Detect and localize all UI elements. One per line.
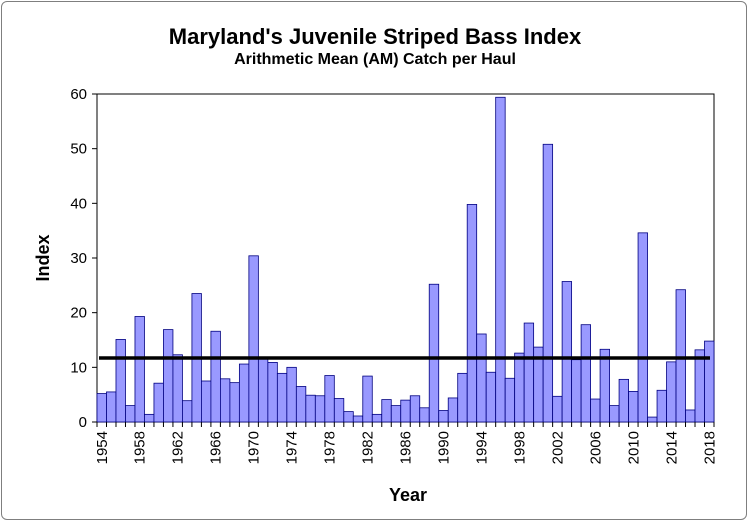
bar-1963 (182, 400, 193, 423)
y-tick-label: 30 (70, 250, 87, 267)
bar-2015 (675, 289, 686, 423)
bar-2006 (590, 398, 601, 423)
y-tick-label: 20 (70, 305, 87, 322)
bar-1958 (134, 316, 145, 423)
bar-1972 (267, 362, 278, 423)
bar-1986 (400, 399, 411, 423)
x-tick-label: 1994 (473, 431, 490, 464)
x-axis-label: Year (389, 485, 427, 505)
bar-1995 (485, 371, 497, 423)
bar-1971 (257, 358, 269, 423)
bar-1980 (343, 411, 354, 423)
bar-1987 (409, 395, 421, 423)
bar-2009 (618, 378, 629, 423)
bar-1979 (333, 398, 345, 423)
bar-2012 (647, 416, 658, 423)
bar-2008 (609, 405, 620, 423)
x-tick-label: 1974 (284, 431, 301, 464)
bar-1990 (438, 410, 449, 423)
bar-1968 (229, 382, 240, 423)
y-tick-label: 60 (70, 86, 87, 103)
bar-2004 (571, 359, 582, 423)
bar-1999 (523, 322, 535, 423)
bar-1985 (390, 405, 402, 423)
x-tick-label: 1954 (94, 431, 111, 464)
x-tick-label: 1990 (435, 431, 452, 464)
bar-1957 (125, 405, 136, 423)
bar-1996 (495, 96, 506, 423)
x-tick-label: 2002 (549, 431, 566, 464)
x-tick-label: 1982 (360, 431, 377, 464)
bar-1977 (314, 395, 326, 423)
bar-1956 (115, 339, 126, 423)
bar-1966 (210, 330, 221, 423)
x-tick-label: 1966 (208, 431, 225, 464)
bar-2002 (552, 395, 563, 423)
bar-1970 (248, 255, 259, 423)
x-tick-label: 2010 (625, 431, 642, 464)
bar-1989 (428, 283, 440, 423)
bar-1981 (352, 415, 364, 423)
bar-1965 (201, 380, 212, 423)
chart-subtitle: Arithmetic Mean (AM) Catch per Haul (234, 51, 516, 68)
y-tick-label: 40 (70, 195, 87, 212)
x-tick-label: 1978 (322, 431, 339, 464)
y-tick-label: 10 (70, 359, 87, 376)
bar-1983 (371, 413, 383, 423)
bar-1975 (295, 386, 307, 423)
bar-1993 (466, 204, 478, 423)
bar-1967 (219, 378, 231, 423)
bar-1962 (172, 354, 183, 423)
x-tick-label: 1986 (398, 431, 415, 464)
bar-1961 (163, 329, 174, 423)
x-tick-label: 1998 (511, 431, 528, 464)
x-tick-label: 2018 (701, 431, 718, 464)
bar-1998 (514, 352, 525, 423)
bar-1984 (381, 399, 392, 423)
bar-1982 (362, 375, 373, 423)
chart-title: Maryland's Juvenile Striped Bass Index (168, 24, 582, 49)
bar-2018 (704, 340, 715, 423)
bar-1954 (96, 393, 107, 423)
y-tick-label: 0 (79, 414, 87, 431)
bar-1988 (419, 407, 430, 423)
bar-1976 (305, 394, 316, 423)
bar-2016 (685, 409, 696, 423)
x-tick-label: 2006 (587, 431, 604, 464)
x-tick-label: 1958 (132, 431, 149, 464)
y-tick-label: 50 (70, 141, 87, 158)
x-tick-label: 2014 (663, 431, 680, 464)
bar-1997 (504, 377, 516, 423)
plot-area (96, 93, 715, 423)
y-axis-label: Index (33, 234, 53, 281)
bar-2013 (656, 389, 667, 423)
bar-1978 (324, 375, 335, 423)
bar-2011 (637, 232, 648, 423)
bar-1959 (144, 413, 155, 423)
bar-2001 (542, 143, 554, 423)
bar-1974 (286, 366, 297, 423)
bar-2017 (694, 349, 705, 423)
bar-1973 (276, 372, 288, 423)
bar-2007 (599, 348, 610, 423)
x-tick-label: 1970 (246, 431, 263, 464)
bar-1991 (447, 397, 459, 423)
bar-2014 (666, 361, 677, 423)
bar-2005 (580, 324, 591, 423)
bar-1955 (106, 391, 117, 423)
bar-1992 (457, 372, 468, 423)
x-tick-label: 1962 (170, 431, 187, 464)
bar-1960 (153, 382, 164, 423)
bar-1994 (476, 333, 487, 423)
bar-2010 (628, 390, 639, 423)
bar-2003 (561, 281, 573, 423)
bar-1969 (238, 363, 250, 423)
